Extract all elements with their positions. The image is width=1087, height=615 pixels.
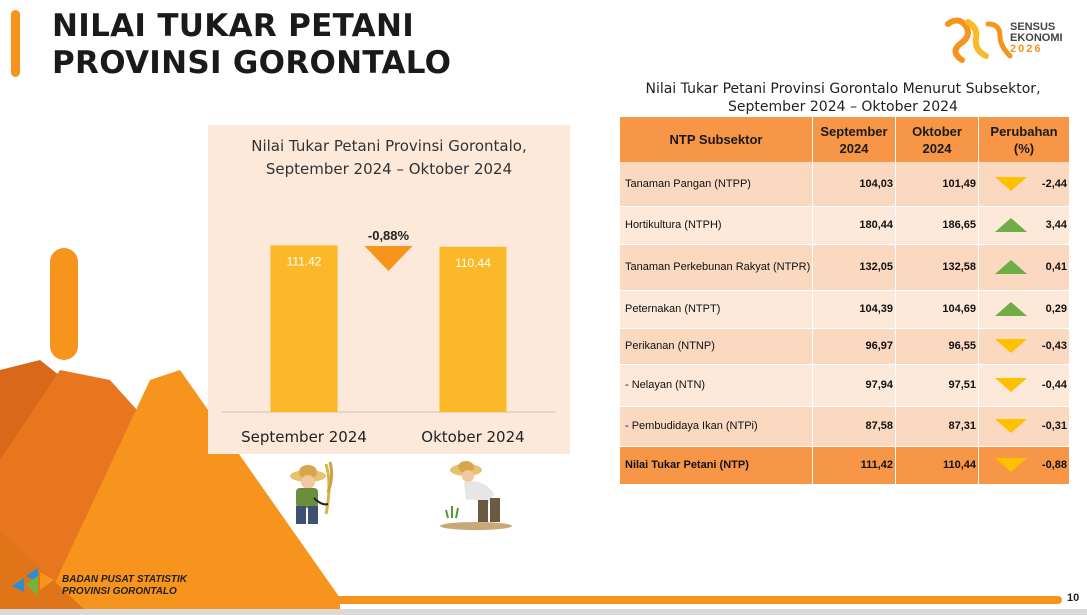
cell-september: 87,58	[812, 406, 896, 447]
cell-perubahan: -2,44	[978, 162, 1070, 207]
cell-subsektor: Nilai Tukar Petani (NTP)	[620, 446, 813, 485]
cell-september: 111,42	[812, 446, 896, 485]
cell-subsektor: Peternakan (NTPT)	[620, 290, 813, 329]
title-accent-bar	[11, 10, 20, 77]
table-row: - Pembudidaya Ikan (NTPi) 87,58 87,31 -0,31	[620, 406, 1070, 447]
chart-category-label: September 2024	[241, 428, 367, 446]
chart-title: Nilai Tukar Petani Provinsi Gorontalo, S…	[251, 137, 527, 178]
perubahan-value: 0,41	[1045, 261, 1067, 273]
cell-perubahan: 0,29	[978, 290, 1070, 329]
chart-change-arrow-icon	[364, 246, 413, 271]
perubahan-value: -0,88	[1041, 459, 1067, 471]
arrow-up-icon	[995, 218, 1027, 232]
cell-september: 132,05	[812, 244, 896, 291]
table-row: - Nelayan (NTN) 97,94 97,51 -0,44	[620, 364, 1070, 407]
cell-perubahan: 0,41	[978, 244, 1070, 291]
bps-logo-icon	[12, 568, 54, 596]
table-row: Hortikultura (NTPH) 180,44 186,65 3,44	[620, 206, 1070, 245]
header-subsektor: NTP Subsektor	[620, 117, 813, 162]
cell-perubahan: -0,88	[978, 446, 1070, 485]
table-row: Perikanan (NTNP) 96,97 96,55 -0,43	[620, 328, 1070, 365]
header-perubahan: Perubahan (%)	[978, 117, 1070, 162]
cell-oktober: 96,55	[895, 328, 979, 365]
arrow-down-icon	[995, 419, 1027, 433]
chart-bar	[439, 246, 507, 412]
cell-september: 96,97	[812, 328, 896, 365]
table-title: Nilai Tukar Petani Provinsi Gorontalo Me…	[645, 81, 1041, 115]
cell-oktober: 186,65	[895, 206, 979, 245]
arrow-down-icon	[995, 176, 1027, 191]
table-row: Tanaman Pangan (NTPP) 104,03 101,49 -2,44	[620, 162, 1070, 207]
decorative-pill	[50, 248, 78, 360]
perubahan-value: -2,44	[1041, 177, 1067, 190]
footer-divider	[0, 609, 1087, 615]
sensus-ekonomi-logo-icon	[945, 17, 1013, 63]
cell-oktober: 132,58	[895, 244, 979, 291]
cell-perubahan: 3,44	[978, 206, 1070, 245]
ntp-subsektor-table: NTP Subsektor September 2024 Oktober 2024 …	[620, 117, 1070, 485]
table-header-row: NTP Subsektor September 2024 Oktober 2024 …	[620, 117, 1070, 162]
arrow-up-icon	[995, 302, 1027, 316]
page-number: 10	[1067, 592, 1080, 604]
cell-perubahan: -0,44	[978, 364, 1070, 407]
cell-oktober: 110,44	[895, 446, 979, 485]
cell-oktober: 97,51	[895, 364, 979, 407]
perubahan-value: -0,44	[1041, 379, 1067, 391]
chart-category-label: Oktober 2024	[421, 428, 524, 446]
cell-subsektor: - Nelayan (NTN)	[620, 364, 813, 407]
chart-data-label: 111.42	[287, 254, 322, 268]
cell-september: 97,94	[812, 364, 896, 407]
table-row: Peternakan (NTPT) 104,39 104,69 0,29	[620, 290, 1070, 329]
table-row: Tanaman Perkebunan Rakyat (NTPR) 132,05 13…	[620, 244, 1070, 291]
bps-footer-text: BADAN PUSAT STATISTIK PROVINSI GORONTALO	[62, 574, 187, 597]
cell-oktober: 87,31	[895, 406, 979, 447]
cell-subsektor: Tanaman Perkebunan Rakyat (NTPR)	[620, 244, 813, 291]
cell-september: 180,44	[812, 206, 896, 245]
page-title: NILAI TUKAR PETANI PROVINSI GORONTALO	[52, 8, 452, 81]
cell-perubahan: -0,43	[978, 328, 1070, 365]
cell-subsektor: Hortikultura (NTPH)	[620, 206, 813, 245]
cell-september: 104,03	[812, 162, 896, 207]
perubahan-value: -0,31	[1041, 420, 1067, 432]
cell-september: 104,39	[812, 290, 896, 329]
header-oktober: Oktober 2024	[895, 117, 979, 162]
logo-text: SENSUS EKONOMI 2026	[1010, 21, 1063, 55]
bar-chart: 111.42 September 2024 110.44 Oktober 2024 -0…	[222, 228, 556, 446]
cell-subsektor: - Pembudidaya Ikan (NTPi)	[620, 406, 813, 447]
chart-panel	[208, 125, 570, 454]
arrow-down-icon	[995, 378, 1027, 392]
cell-oktober: 104,69	[895, 290, 979, 329]
decorative-mountains	[0, 360, 340, 615]
table-total-row: Nilai Tukar Petani (NTP) 111,42 110,44 -0,8…	[620, 446, 1070, 485]
cell-subsektor: Perikanan (NTNP)	[620, 328, 813, 365]
cell-subsektor: Tanaman Pangan (NTPP)	[620, 162, 813, 207]
cell-perubahan: -0,31	[978, 406, 1070, 447]
footer-accent-bar	[330, 596, 1062, 604]
arrow-down-icon	[995, 458, 1027, 472]
perubahan-value: -0,43	[1041, 340, 1067, 352]
chart-bar	[270, 245, 338, 412]
header-september: September 2024	[812, 117, 896, 162]
farmer-harvesting-icon	[290, 461, 334, 524]
arrow-down-icon	[995, 339, 1027, 353]
farmer-planting-icon	[440, 461, 512, 530]
chart-change-label: -0,88%	[368, 228, 410, 243]
arrow-up-icon	[995, 260, 1027, 274]
cell-oktober: 101,49	[895, 162, 979, 207]
chart-data-label: 110.44	[455, 256, 491, 270]
perubahan-value: 3,44	[1045, 219, 1067, 231]
perubahan-value: 0,29	[1045, 303, 1067, 315]
